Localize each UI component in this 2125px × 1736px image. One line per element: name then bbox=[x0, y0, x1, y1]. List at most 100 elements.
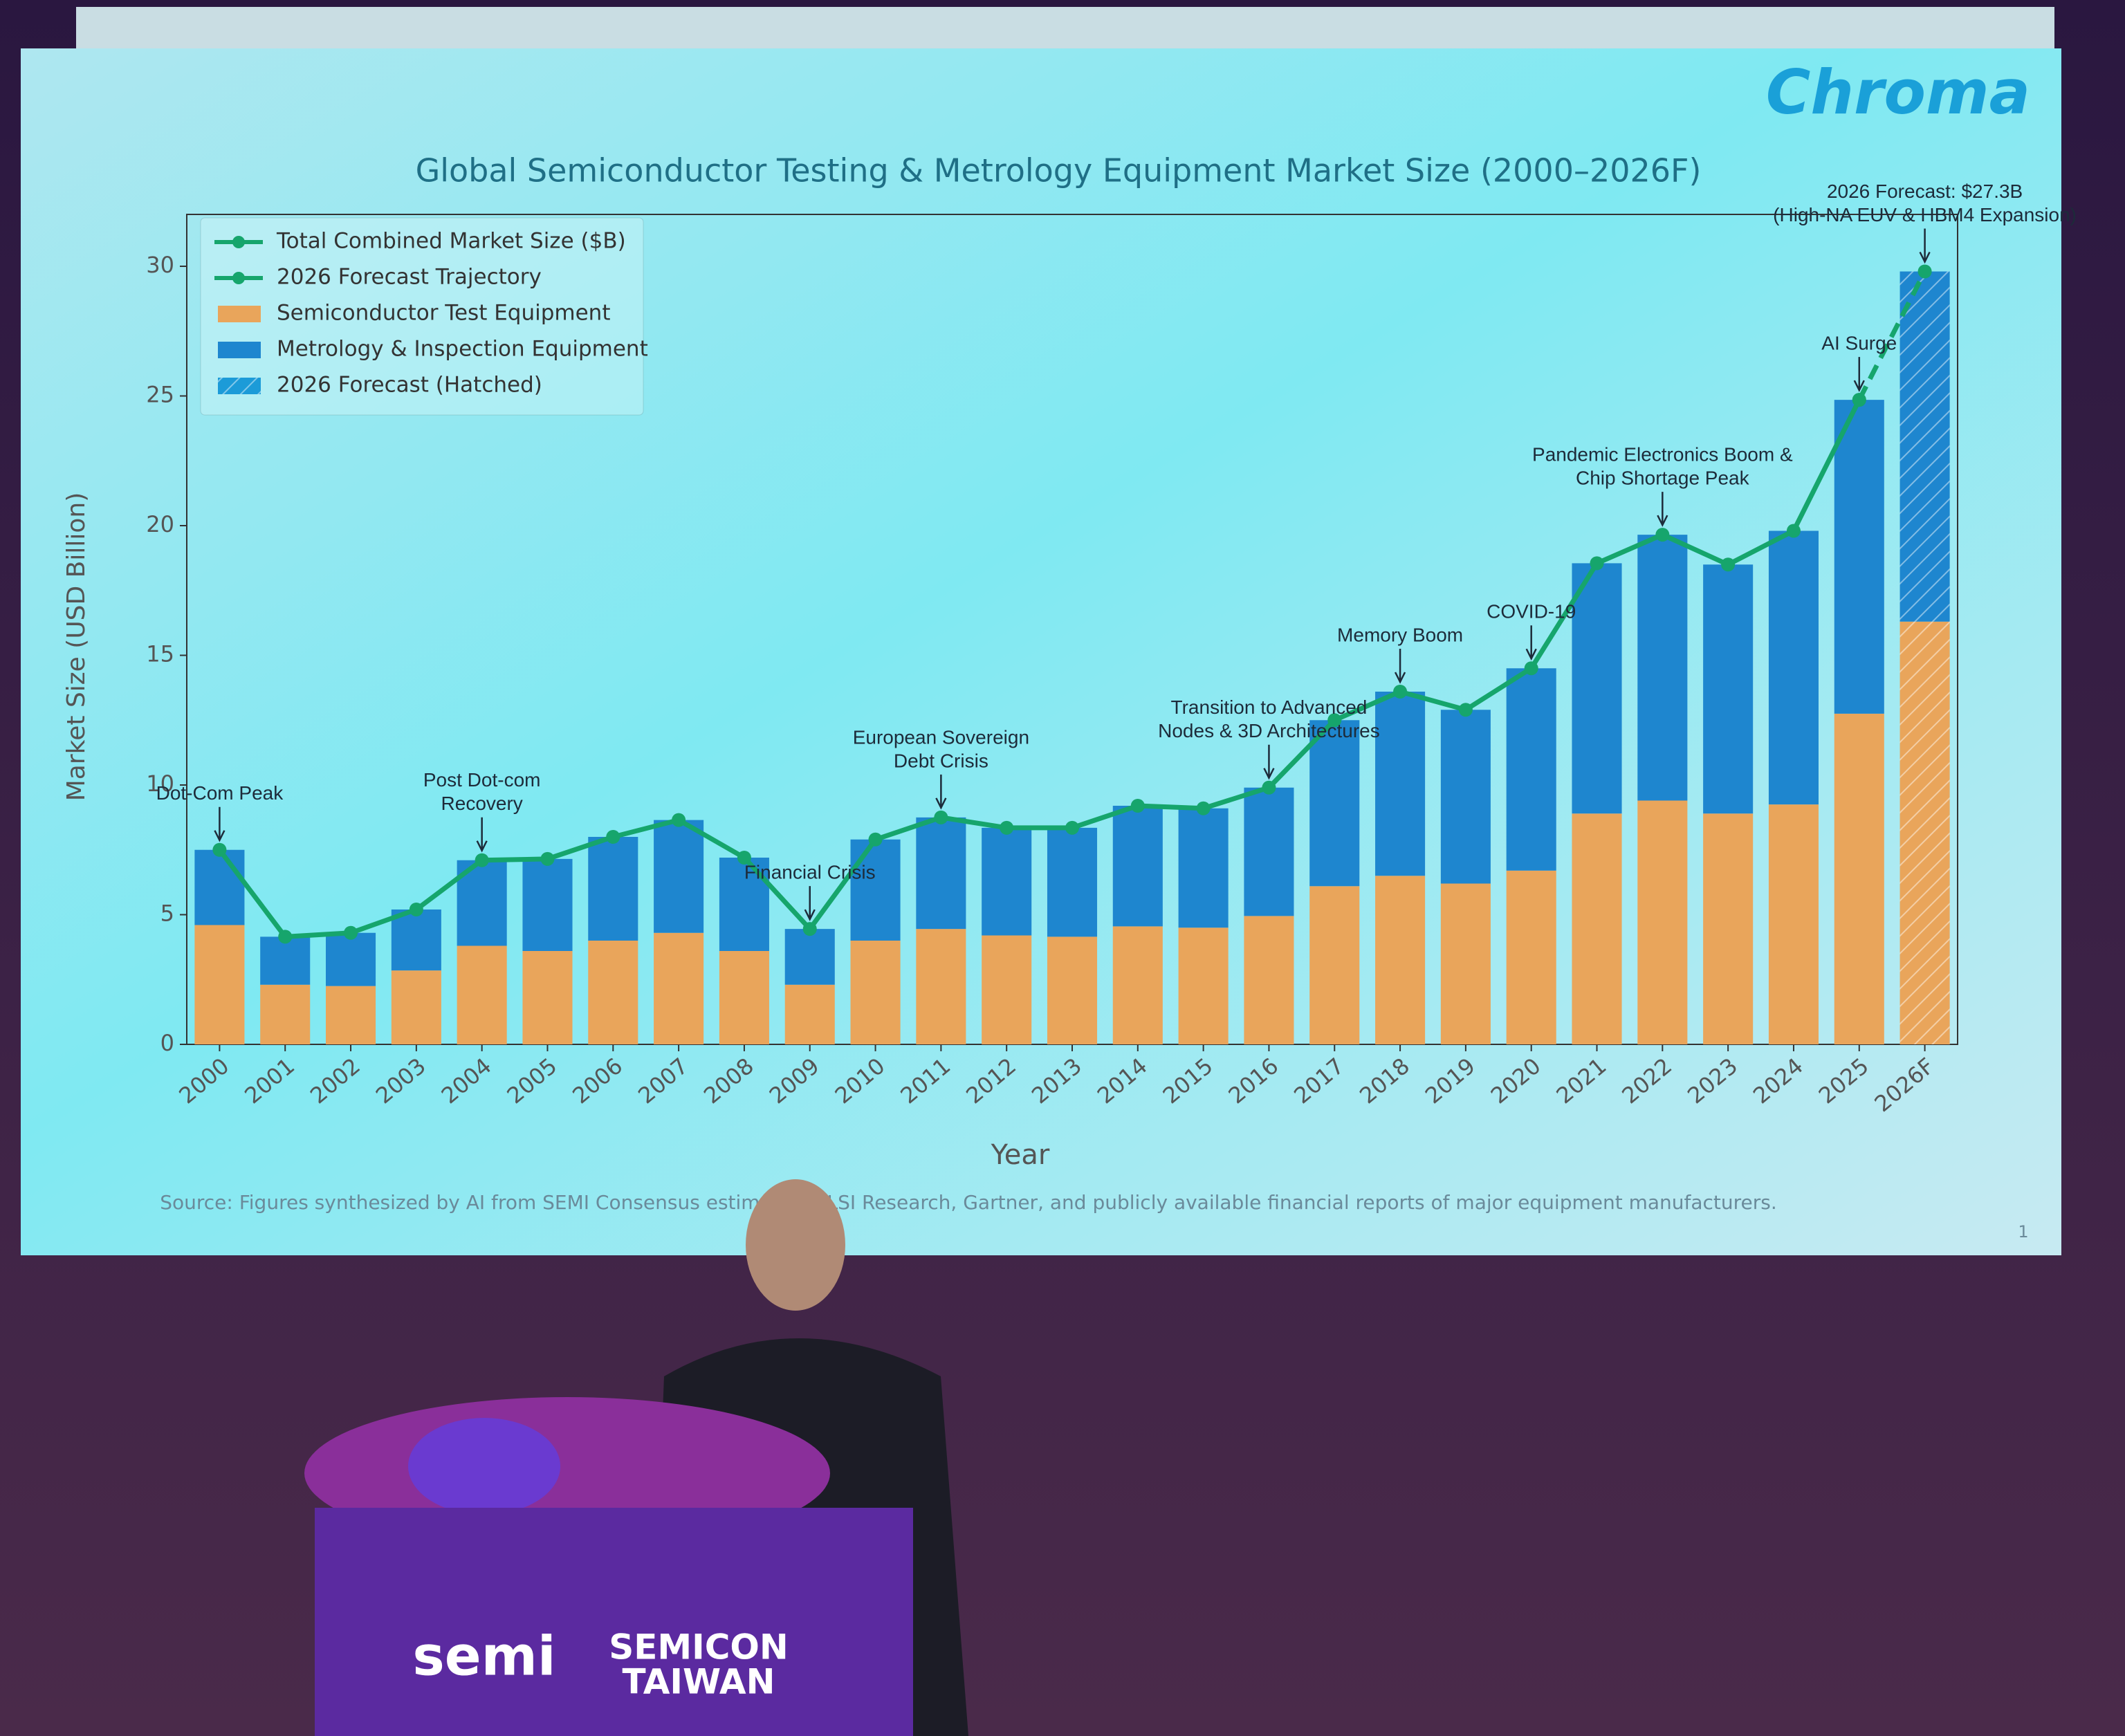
bar-segment bbox=[1703, 564, 1754, 814]
bar-segment bbox=[1440, 710, 1491, 884]
y-tick-label: 15 bbox=[146, 641, 174, 667]
line-marker bbox=[475, 853, 489, 867]
bar-segment bbox=[457, 945, 507, 1044]
legend-label: Total Combined Market Size ($B) bbox=[276, 229, 626, 254]
bar-segment bbox=[1112, 806, 1163, 927]
legend-marker bbox=[232, 272, 245, 284]
line-marker bbox=[1065, 820, 1079, 835]
line-marker bbox=[1655, 528, 1670, 542]
bar-segment bbox=[1637, 800, 1688, 1044]
bar-segment bbox=[654, 820, 704, 933]
bar-segment bbox=[1178, 927, 1229, 1044]
logo: Chroma bbox=[1766, 57, 2030, 128]
flower-cluster bbox=[408, 1418, 560, 1515]
annotation-text: European Sovereign bbox=[853, 726, 1029, 748]
bar-segment bbox=[719, 951, 769, 1044]
x-axis-label: Year bbox=[991, 1139, 1050, 1171]
line-marker bbox=[344, 925, 358, 940]
annotation-text: Post Dot-com bbox=[423, 769, 541, 791]
line-marker bbox=[672, 813, 686, 827]
bar-segment bbox=[850, 941, 901, 1044]
bar-segment bbox=[1440, 883, 1491, 1044]
bar-segment bbox=[1244, 787, 1294, 916]
bar-segment bbox=[260, 936, 311, 985]
line-marker bbox=[540, 851, 555, 866]
bar-segment bbox=[522, 858, 573, 951]
bar-segment bbox=[1637, 535, 1688, 801]
annotation-text: Debt Crisis bbox=[894, 750, 988, 771]
podium bbox=[315, 1508, 913, 1736]
annotation-text: Nodes & 3D Architectures bbox=[1158, 720, 1380, 741]
legend-label: 2026 Forecast (Hatched) bbox=[277, 373, 542, 398]
annotation-text: (High-NA EUV & HBM4 Expansion) bbox=[1773, 204, 2077, 225]
legend-marker bbox=[232, 236, 245, 248]
hatch-overlay bbox=[1899, 271, 1950, 622]
bar-segment bbox=[391, 909, 441, 971]
line-marker bbox=[1262, 780, 1276, 795]
bar-segment bbox=[1112, 926, 1163, 1044]
line bbox=[217, 398, 1861, 939]
y-tick-label: 5 bbox=[160, 901, 174, 927]
podium-event: SEMICON bbox=[609, 1627, 789, 1668]
line bbox=[1857, 270, 1927, 401]
annotation-arrowhead bbox=[1853, 380, 1865, 392]
annotation-text: Memory Boom bbox=[1337, 624, 1463, 645]
legend-hatch bbox=[218, 378, 261, 394]
bar-segment bbox=[784, 984, 835, 1044]
legend-label: 2026 Forecast Trajectory bbox=[277, 265, 542, 290]
bar-segment bbox=[982, 935, 1032, 1044]
bar-segment bbox=[1375, 876, 1426, 1044]
y-axis-label: Market Size (USD Billion) bbox=[62, 492, 91, 802]
y-tick-label: 30 bbox=[146, 252, 174, 278]
bar-segment bbox=[1768, 804, 1819, 1044]
bar-segment bbox=[1047, 936, 1098, 1044]
legend-swatch bbox=[218, 342, 261, 358]
annotation-text: Pandemic Electronics Boom & bbox=[1532, 444, 1793, 465]
bar-segment bbox=[784, 929, 835, 985]
bar-segment bbox=[1309, 720, 1360, 887]
bar-segment bbox=[654, 932, 704, 1044]
bar-segment bbox=[850, 839, 901, 941]
line-marker bbox=[1000, 820, 1014, 835]
bar-segment bbox=[522, 951, 573, 1044]
bar-segment bbox=[391, 970, 441, 1044]
line-marker bbox=[1393, 685, 1408, 699]
source-note: Source: Figures synthesized by AI from S… bbox=[160, 1191, 1777, 1214]
annotation-text: Financial Crisis bbox=[744, 862, 876, 883]
line-marker bbox=[606, 830, 620, 844]
annotation-text: COVID-19 bbox=[1487, 601, 1576, 622]
bar-segment bbox=[326, 932, 376, 986]
annotation-arrowhead bbox=[1919, 251, 1931, 264]
bar-segment bbox=[194, 925, 245, 1044]
annotation-arrowhead bbox=[1263, 768, 1275, 780]
annotation-arrowhead bbox=[1525, 648, 1537, 661]
line-marker bbox=[802, 922, 817, 936]
annotation-arrowhead bbox=[935, 797, 947, 810]
bar-segment bbox=[1178, 808, 1229, 928]
bar-segment bbox=[1834, 713, 1884, 1044]
line-marker bbox=[1327, 713, 1342, 728]
line-marker bbox=[1458, 703, 1473, 717]
line-marker bbox=[278, 930, 293, 944]
line-marker bbox=[1130, 799, 1145, 813]
podium-brand: semi bbox=[412, 1625, 555, 1688]
legend-box bbox=[200, 217, 644, 416]
annotation-arrowhead bbox=[476, 840, 488, 853]
legend-swatch bbox=[218, 306, 261, 322]
annotation-text: Transition to Advanced bbox=[1171, 696, 1368, 718]
page-number: 1 bbox=[2018, 1222, 2028, 1241]
annotation-text: Chip Shortage Peak bbox=[1576, 468, 1750, 489]
annotation-text: Dot-Com Peak bbox=[156, 782, 284, 804]
legend-label: Semiconductor Test Equipment bbox=[277, 301, 610, 326]
line-marker bbox=[868, 832, 883, 847]
line-marker bbox=[737, 851, 751, 865]
speaker-head bbox=[746, 1179, 845, 1311]
bar-segment bbox=[916, 929, 966, 1044]
y-tick-label: 10 bbox=[146, 770, 174, 797]
legend-label: Metrology & Inspection Equipment bbox=[277, 337, 648, 362]
line-marker bbox=[1917, 264, 1932, 279]
line-marker bbox=[1524, 661, 1538, 676]
line-marker bbox=[1721, 557, 1736, 572]
podium-event: TAIWAN bbox=[623, 1662, 775, 1702]
